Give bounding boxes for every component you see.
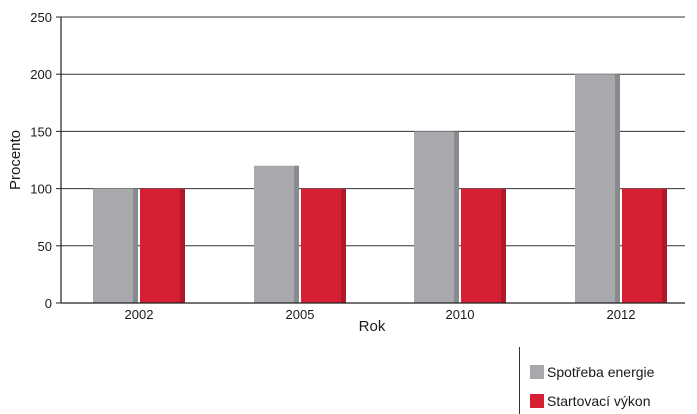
bar-shade (180, 188, 185, 303)
bar-energy (575, 74, 620, 303)
y-tick-label: 100 (30, 182, 52, 197)
bar-starting-power (140, 188, 185, 303)
bar-starting-power (461, 188, 506, 303)
bar-shade (662, 188, 667, 303)
bar-starting-power (301, 188, 346, 303)
axes (60, 17, 685, 304)
bar-shade (294, 165, 299, 303)
bar-shade (341, 188, 346, 303)
x-axis-title: Rok (359, 318, 386, 335)
bar-energy (93, 188, 138, 303)
bar-energy (254, 165, 299, 303)
y-tick-label: 200 (30, 67, 52, 82)
x-tick-label: 2010 (446, 307, 475, 322)
x-tick-label: 2002 (125, 307, 154, 322)
bar-shade (133, 188, 138, 303)
y-tick-label: 150 (30, 124, 52, 139)
bar-shade (615, 74, 620, 303)
legend-label-starting-power: Startovací výkon (547, 393, 651, 409)
y-tick-label: 250 (30, 10, 52, 25)
bar-shade (501, 188, 506, 303)
legend-swatch-gray (530, 365, 544, 379)
y-tick-labels: 0 50 100 150 200 250 (30, 10, 61, 311)
bar-starting-power (622, 188, 667, 303)
legend-label-energy: Spotřeba energie (547, 364, 655, 380)
bar-energy (414, 131, 459, 303)
y-axis-title: Procento (7, 130, 24, 190)
legend: Spotřeba energie Startovací výkon (519, 347, 654, 414)
y-tick-label: 0 (45, 296, 52, 311)
x-tick-label: 2005 (286, 307, 315, 322)
legend-item-starting-power: Startovací výkon (530, 390, 654, 412)
y-tick-label: 50 (38, 239, 52, 254)
x-tick-label: 2012 (607, 307, 636, 322)
bars (93, 74, 667, 303)
legend-swatch-red (530, 394, 544, 408)
x-tick-labels: 2002 2005 2010 2012 (125, 307, 636, 322)
bar-shade (454, 131, 459, 303)
legend-item-energy: Spotřeba energie (530, 361, 654, 383)
